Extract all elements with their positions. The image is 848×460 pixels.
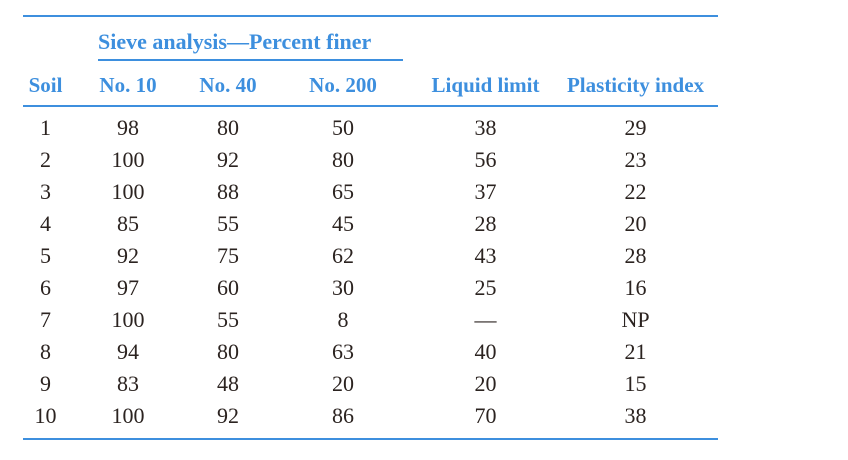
table-cell: 92 (117, 243, 139, 268)
table-cell: 55 (217, 211, 239, 236)
table-cell: 4 (40, 211, 51, 236)
span-header-spacer (418, 16, 553, 61)
table-cell: 8 (337, 307, 349, 332)
table-cell: 20 (624, 211, 647, 236)
table-cell: 28 (624, 243, 647, 268)
table-cell: 100 (111, 147, 145, 172)
table-cell: 70 (474, 403, 497, 428)
table-cell: 37 (474, 179, 497, 204)
table-cell: 29 (624, 115, 647, 140)
table-cell: 16 (624, 275, 647, 300)
table-cell: 28 (474, 211, 497, 236)
table-cell: 83 (117, 371, 139, 396)
table-cell: 100 (111, 403, 145, 428)
table-cell: 80 (217, 115, 239, 140)
table-header: Sieve analysis—Percent finer Soil No. 10… (23, 16, 719, 107)
table-body: 1 98 80 50 38 29 2 100 92 80 56 23 3 100 88 65 37 22 4 85 55… (23, 106, 718, 439)
table-cell: 56 (474, 147, 497, 172)
table-cell: 86 (332, 403, 355, 428)
table-cell: 40 (474, 339, 497, 364)
column-header-no200: No. 200 (268, 61, 419, 107)
table-cell: 22 (624, 179, 647, 204)
table-row: 10 100 92 86 70 38 (23, 400, 718, 439)
table-row: 6 97 60 30 25 16 (23, 272, 718, 304)
table-cell: 85 (117, 211, 139, 236)
table-cell: 94 (117, 339, 139, 364)
table-cell: 2 (40, 147, 51, 172)
table-cell: 45 (332, 211, 355, 236)
table-cell: 20 (474, 371, 497, 396)
table-cell: 55 (217, 307, 239, 332)
table-cell: NP (621, 307, 650, 332)
table-cell: 15 (624, 371, 647, 396)
table-cell: 9 (40, 371, 51, 396)
column-header-liquid-limit: Liquid limit (418, 61, 554, 107)
table-cell: 100 (111, 179, 145, 204)
table-cell: 43 (474, 243, 497, 268)
column-header-soil: Soil (23, 61, 68, 107)
table-cell: 88 (217, 179, 239, 204)
table-cell: 100 (111, 307, 145, 332)
table-cell: 25 (474, 275, 497, 300)
table-cell: 65 (332, 179, 355, 204)
table-row: 2 100 92 80 56 23 (23, 144, 718, 176)
span-header-spacer (553, 16, 718, 61)
table-cell: 1 (40, 115, 51, 140)
table-cell: 10 (34, 403, 57, 428)
sieve-analysis-span-header: Sieve analysis—Percent finer (98, 30, 403, 61)
table-row: 4 85 55 45 28 20 (23, 208, 718, 240)
table-cell: 23 (624, 147, 647, 172)
table-cell: 3 (40, 179, 51, 204)
column-header-no40: No. 40 (188, 61, 268, 107)
table-cell: 7 (40, 307, 51, 332)
table-row: 1 98 80 50 38 29 (23, 106, 718, 144)
table-cell: 48 (217, 371, 239, 396)
table-cell: 30 (332, 275, 355, 300)
table-cell: 62 (332, 243, 355, 268)
table-cell: 97 (117, 275, 139, 300)
span-header-row: Sieve analysis—Percent finer (23, 16, 718, 61)
table-cell: 38 (474, 115, 497, 140)
table-cell: 98 (117, 115, 139, 140)
span-header-cell: Sieve analysis—Percent finer (68, 16, 418, 61)
table-cell: 92 (217, 147, 239, 172)
table-cell: 21 (624, 339, 647, 364)
table-cell: 92 (217, 403, 239, 428)
column-header-plasticity-index: Plasticity index (553, 61, 719, 107)
table-cell: 5 (40, 243, 51, 268)
table-cell: 50 (332, 115, 355, 140)
table-row: 3 100 88 65 37 22 (23, 176, 718, 208)
column-header-row: Soil No. 10 No. 40 No. 200 Liquid limit … (23, 61, 719, 107)
table-cell: 60 (217, 275, 239, 300)
table-row: 7 100 55 8 — NP (23, 304, 718, 336)
column-header-no10: No. 10 (68, 61, 188, 107)
soil-data-table-container: Sieve analysis—Percent finer Soil No. 10… (23, 15, 719, 440)
table-cell: 75 (217, 243, 239, 268)
table-cell: 20 (332, 371, 355, 396)
table-cell: — (474, 307, 497, 332)
soil-data-table: Sieve analysis—Percent finer Soil No. 10… (23, 15, 719, 440)
table-cell: 8 (40, 339, 51, 364)
table-cell: 6 (40, 275, 51, 300)
table-cell: 63 (332, 339, 355, 364)
table-cell: 80 (217, 339, 239, 364)
table-row: 8 94 80 63 40 21 (23, 336, 718, 368)
table-cell: 38 (624, 403, 647, 428)
span-header-spacer (23, 16, 68, 61)
table-row: 5 92 75 62 43 28 (23, 240, 718, 272)
table-row: 9 83 48 20 20 15 (23, 368, 718, 400)
table-cell: 80 (332, 147, 355, 172)
